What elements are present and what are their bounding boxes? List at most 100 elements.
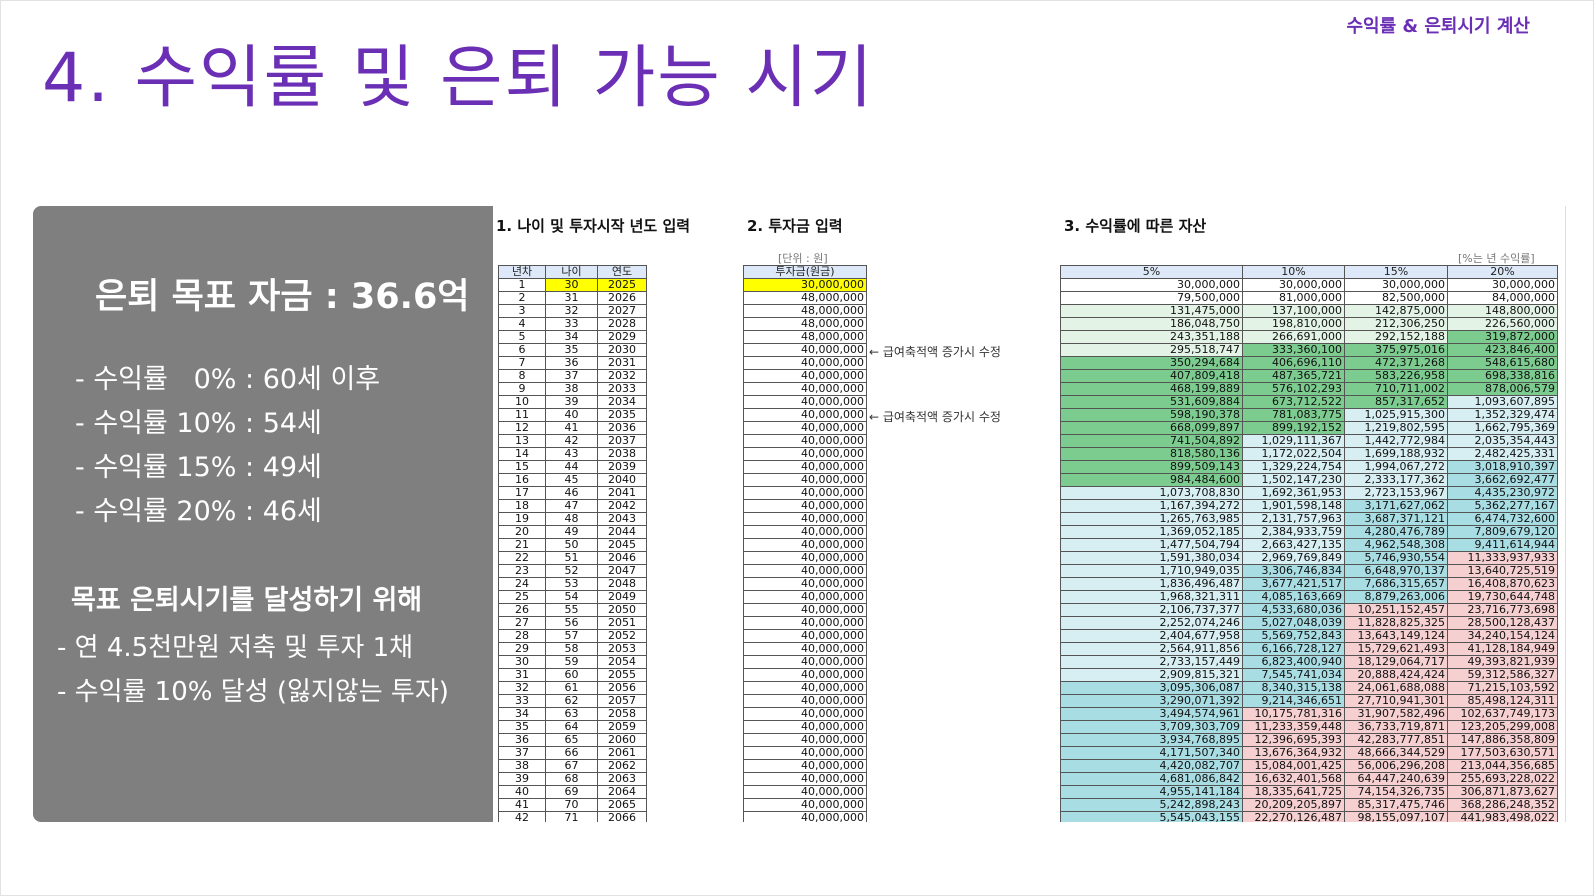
table-row: 40,000,000 (743, 759, 867, 773)
table-row: 48,000,000 (743, 291, 867, 305)
age-cell: 53 (545, 577, 598, 591)
age-year-table: 년차 나이 연도 1 30 2025 2 31 2026 3 32 2027 4 33 2028 5 34… (498, 265, 647, 822)
year-index-cell: 35 (498, 720, 546, 734)
asset-value-cell: 818,580,136 (1060, 447, 1243, 461)
investment-table: 투자금(원금) 30,000,000 48,000,000 48,000,000 48… (743, 265, 867, 822)
table-row: 2,252,074,246 5,027,048,039 11,828,825,325… (1060, 616, 1558, 630)
table-row: 984,484,600 1,502,147,230 2,333,177,362 3,6… (1060, 473, 1558, 487)
investment-cell: 40,000,000 (743, 538, 867, 552)
year-index-cell: 39 (498, 772, 546, 786)
asset-value-cell: 59,312,586,327 (1447, 668, 1558, 682)
return-rate-item: - 수익률 0% : 60세 이후 (75, 364, 381, 395)
year-index-cell: 16 (498, 473, 546, 487)
asset-value-cell: 583,226,958 (1344, 369, 1448, 383)
table-row: 40,000,000 (743, 395, 867, 409)
age-cell: 71 (545, 811, 598, 822)
asset-value-cell: 1,477,504,794 (1060, 538, 1243, 552)
year-index-cell: 32 (498, 681, 546, 695)
age-cell: 44 (545, 460, 598, 474)
table-row: 1,073,708,830 1,692,361,953 2,723,153,967 4… (1060, 486, 1558, 500)
asset-value-cell: 42,283,777,851 (1344, 733, 1448, 747)
asset-value-cell: 3,662,692,477 (1447, 473, 1558, 487)
asset-value-cell: 3,709,303,709 (1060, 720, 1243, 734)
year-cell: 2048 (597, 577, 647, 591)
age-cell: 70 (545, 798, 598, 812)
col-header-rate-5: 5% (1060, 265, 1243, 279)
age-cell: 31 (545, 291, 598, 305)
asset-value-cell: 177,503,630,571 (1447, 746, 1558, 760)
asset-value-cell: 5,362,277,167 (1447, 499, 1558, 513)
asset-value-cell: 857,317,652 (1344, 395, 1448, 409)
age-cell: 34 (545, 330, 598, 344)
asset-value-cell: 15,084,001,425 (1242, 759, 1345, 773)
asset-value-cell: 781,083,775 (1242, 408, 1345, 422)
investment-cell: 48,000,000 (743, 317, 867, 331)
asset-value-cell: 266,691,000 (1242, 330, 1345, 344)
year-cell: 2038 (597, 447, 647, 461)
asset-value-cell: 4,681,086,842 (1060, 772, 1243, 786)
age-cell: 57 (545, 629, 598, 643)
year-index-cell: 27 (498, 616, 546, 630)
asset-value-cell: 1,073,708,830 (1060, 486, 1243, 500)
asset-value-cell: 13,676,364,932 (1242, 746, 1345, 760)
table-row: 14 43 2038 (498, 447, 647, 461)
asset-value-cell: 333,360,100 (1242, 343, 1345, 357)
year-index-cell: 25 (498, 590, 546, 604)
table-row: 40,000,000 (743, 785, 867, 799)
year-index-cell: 2 (498, 291, 546, 305)
table-row: 40,000,000 (743, 551, 867, 565)
investment-cell: 40,000,000 (743, 460, 867, 474)
year-cell: 2066 (597, 811, 647, 822)
year-index-cell: 7 (498, 356, 546, 370)
table-row: 32 61 2056 (498, 681, 647, 695)
asset-value-cell: 1,352,329,474 (1447, 408, 1558, 422)
asset-value-cell: 4,085,163,669 (1242, 590, 1345, 604)
table-row: 1,167,394,272 1,901,598,148 3,171,627,062 5… (1060, 499, 1558, 513)
table-row: 26 55 2050 (498, 603, 647, 617)
summary-panel: 은퇴 목표 자금 : 36.6억 - 수익률 0% : 60세 이후 - 수익률… (33, 206, 513, 822)
investment-cell: 40,000,000 (743, 681, 867, 695)
col-header-investment: 투자금(원금) (743, 265, 867, 279)
table-row: 40,000,000 (743, 694, 867, 708)
investment-cell: 40,000,000 (743, 772, 867, 786)
table-row: 741,504,892 1,029,111,367 1,442,772,984 2,0… (1060, 434, 1558, 448)
asset-value-cell: 19,730,644,748 (1447, 590, 1558, 604)
investment-cell: 40,000,000 (743, 694, 867, 708)
asset-value-cell: 899,509,143 (1060, 460, 1243, 474)
asset-value-cell: 20,888,424,424 (1344, 668, 1448, 682)
year-cell: 2035 (597, 408, 647, 422)
year-cell: 2034 (597, 395, 647, 409)
age-cell: 37 (545, 369, 598, 383)
asset-value-cell: 2,663,427,135 (1242, 538, 1345, 552)
table-row: 4,955,141,184 18,335,641,725 74,154,326,73… (1060, 785, 1558, 799)
section-investment-input-title: 2. 투자금 입력 (747, 217, 843, 235)
table-row: 13 42 2037 (498, 434, 647, 448)
asset-value-cell: 147,886,358,809 (1447, 733, 1558, 747)
table-row: 48,000,000 (743, 330, 867, 344)
asset-value-cell: 2,333,177,362 (1344, 473, 1448, 487)
table-row: 2,404,677,958 5,569,752,843 13,643,149,124… (1060, 629, 1558, 643)
investment-cell: 40,000,000 (743, 525, 867, 539)
asset-value-cell: 1,502,147,230 (1242, 473, 1345, 487)
asset-value-cell: 1,662,795,369 (1447, 421, 1558, 435)
asset-value-cell: 49,393,821,939 (1447, 655, 1558, 669)
table-row: 40,000,000 (743, 746, 867, 760)
year-cell: 2049 (597, 590, 647, 604)
asset-value-cell: 6,823,400,940 (1242, 655, 1345, 669)
table-row: 10 39 2034 (498, 395, 647, 409)
table-row: 4,420,082,707 15,084,001,425 56,006,296,20… (1060, 759, 1558, 773)
year-index-cell: 20 (498, 525, 546, 539)
asset-value-cell: 137,100,000 (1242, 304, 1345, 318)
table-row: 40,000,000 (743, 668, 867, 682)
asset-value-cell: 5,027,048,039 (1242, 616, 1345, 630)
year-cell: 2057 (597, 694, 647, 708)
age-cell: 42 (545, 434, 598, 448)
table-row: 40,000,000 (743, 720, 867, 734)
table-row: 1,477,504,794 2,663,427,135 4,962,548,308 9… (1060, 538, 1558, 552)
year-cell: 2052 (597, 629, 647, 643)
table-row: 1,710,949,035 3,306,746,834 6,648,970,137 1… (1060, 564, 1558, 578)
table-row: 186,048,750 198,810,000 212,306,250 226,560… (1060, 317, 1558, 331)
asset-value-cell: 27,710,941,301 (1344, 694, 1448, 708)
asset-value-cell: 15,729,621,493 (1344, 642, 1448, 656)
year-index-cell: 6 (498, 343, 546, 357)
